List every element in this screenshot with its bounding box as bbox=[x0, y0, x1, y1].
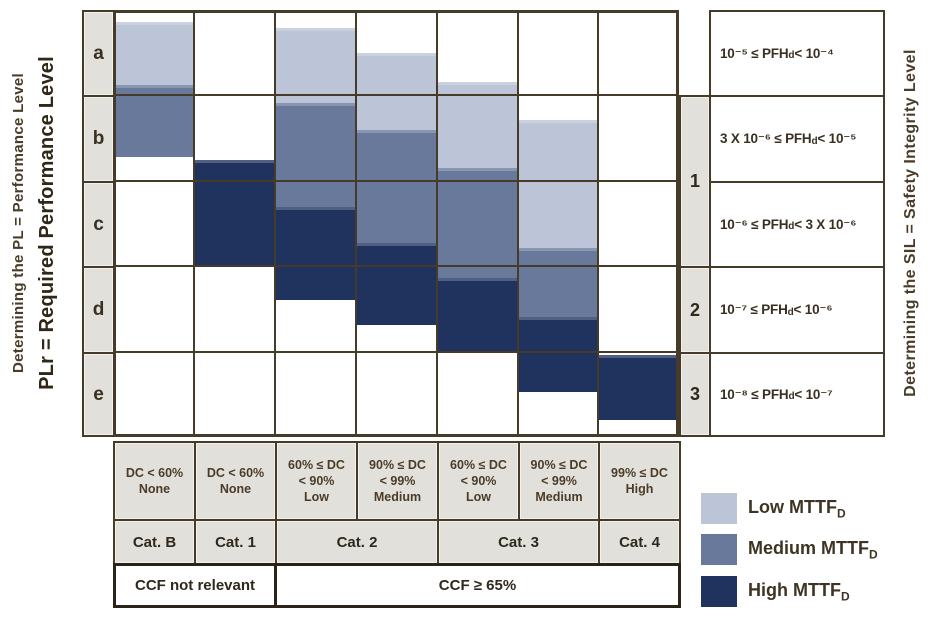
row-label-b: b bbox=[82, 95, 115, 183]
legend-item-high: High MTTFD bbox=[701, 576, 850, 607]
bar-column-5 bbox=[437, 10, 518, 437]
pfh-range-d: 10⁻⁷ ≤ PFH d < 10⁻⁶ bbox=[709, 266, 885, 354]
dc-header-cat1: DC < 60% None bbox=[194, 441, 277, 521]
pfh-range-a: 10⁻⁵ ≤ PFH d < 10⁻⁴ bbox=[709, 10, 885, 97]
dc-header-cat2-medium: 90% ≤ DC < 99% Medium bbox=[356, 441, 439, 521]
row-label-e: e bbox=[82, 352, 115, 437]
bar-column-7 bbox=[598, 10, 679, 437]
category-cell-cat4: Cat. 4 bbox=[598, 519, 681, 565]
bar-column-3 bbox=[275, 10, 356, 437]
bar-segment-high-mttfd bbox=[518, 317, 598, 392]
legend-swatch-low-mttfd bbox=[701, 493, 737, 524]
row-label-d: d bbox=[82, 266, 115, 354]
mttfd-bar-grid bbox=[113, 10, 679, 437]
category-cell-cat3: Cat. 3 bbox=[437, 519, 600, 565]
bar-segment-low-mttfd bbox=[356, 52, 437, 131]
bar-segment-high-mttfd bbox=[356, 243, 437, 326]
ccf-not-relevant-cell: CCF not relevant bbox=[113, 563, 277, 608]
dc-header-cat2-low: 60% ≤ DC < 90% Low bbox=[275, 441, 358, 521]
left-axis-title-outer: Determining the PL = Performance Level bbox=[9, 73, 27, 373]
bar-column-2 bbox=[194, 10, 275, 437]
legend-item-low: Low MTTFD bbox=[701, 493, 846, 524]
left-axis-title-plr: PLr = Required Performance Level bbox=[35, 56, 58, 390]
bar-segment-medium-mttfd bbox=[518, 248, 598, 318]
bar-segment-low-mttfd bbox=[437, 81, 518, 168]
bar-column-1 bbox=[113, 10, 194, 437]
pfh-range-b: 3 X 10⁻⁶ ≤ PFH d < 10⁻⁵ bbox=[709, 95, 885, 183]
category-cell-cat2: Cat. 2 bbox=[275, 519, 439, 565]
pl-row-label-column: a b c d e bbox=[82, 10, 115, 437]
pfh-range-e: 10⁻⁸ ≤ PFH d < 10⁻⁷ bbox=[709, 352, 885, 437]
bar-segment-medium-mttfd bbox=[356, 130, 437, 244]
bar-segment-high-mttfd bbox=[598, 355, 679, 420]
row-label-a: a bbox=[82, 10, 115, 97]
bar-segment-medium-mttfd bbox=[437, 167, 518, 279]
sil-cell-1: 1 bbox=[679, 95, 711, 268]
ccf-65-cell: CCF ≥ 65% bbox=[274, 563, 681, 608]
bar-segment-low-mttfd bbox=[518, 120, 598, 249]
row-label-c: c bbox=[82, 181, 115, 268]
bar-segment-low-mttfd bbox=[275, 27, 356, 104]
bar-segment-high-mttfd bbox=[194, 160, 275, 267]
right-axis-title-sil: Determining the SIL = Safety Integrity L… bbox=[902, 49, 919, 397]
pfh-range-c: 10⁻⁶ ≤ PFH d < 3 X 10⁻⁶ bbox=[709, 181, 885, 268]
legend-swatch-high-mttfd bbox=[701, 576, 737, 607]
bar-segment-high-mttfd bbox=[437, 278, 518, 352]
bar-column-6 bbox=[518, 10, 598, 437]
bar-segment-low-mttfd bbox=[113, 21, 194, 86]
bar-segment-high-mttfd bbox=[275, 207, 356, 301]
legend-item-medium: Medium MTTFD bbox=[701, 534, 878, 565]
dc-header-catB: DC < 60% None bbox=[113, 441, 196, 521]
category-cell-cat1: Cat. 1 bbox=[194, 519, 277, 565]
category-cell-catB: Cat. B bbox=[113, 519, 196, 565]
bar-segment-medium-mttfd bbox=[113, 85, 194, 157]
sil-cell-2: 2 bbox=[679, 266, 711, 354]
sil-cell-3: 3 bbox=[679, 352, 711, 437]
dc-header-cat3-low: 60% ≤ DC < 90% Low bbox=[437, 441, 520, 521]
dc-header-cat4: 99% ≤ DC High bbox=[598, 441, 681, 521]
legend-swatch-medium-mttfd bbox=[701, 534, 737, 565]
dc-header-cat3-medium: 90% ≤ DC < 99% Medium bbox=[518, 441, 600, 521]
bar-column-4 bbox=[356, 10, 437, 437]
bar-segment-medium-mttfd bbox=[275, 103, 356, 208]
